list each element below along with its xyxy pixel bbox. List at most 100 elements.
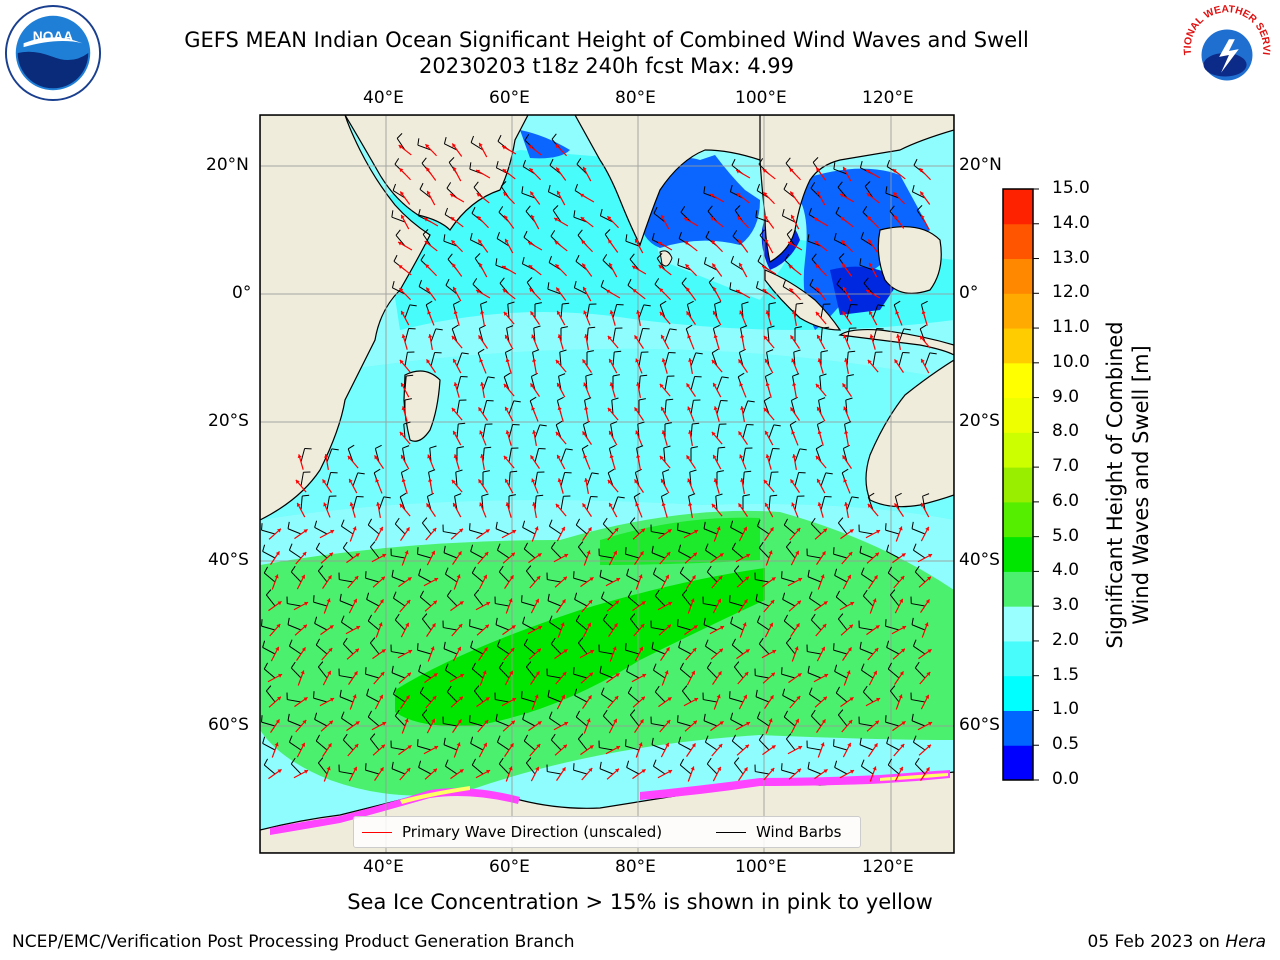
wave-direction-arrowhead — [379, 526, 384, 531]
wind-barb — [352, 496, 358, 511]
wave-direction-arrowhead — [503, 455, 508, 460]
wind-barb — [872, 328, 878, 343]
wind-barb-flag — [547, 282, 550, 290]
wind-barb-flag — [786, 229, 793, 235]
wave-direction-arrowhead — [717, 671, 722, 676]
wind-barb-flag — [573, 210, 576, 218]
wind-barb-flag — [741, 301, 749, 305]
wind-barb-flag — [695, 352, 703, 355]
wind-barb-flag — [705, 230, 710, 238]
wave-direction-arrowhead — [712, 310, 717, 315]
wave-direction-arrowhead — [511, 552, 515, 557]
wind-barb-flag — [367, 614, 373, 622]
wave-direction-arrowhead — [843, 334, 848, 339]
wave-direction-arrowhead — [925, 599, 930, 604]
wave-direction-arrowhead — [866, 169, 871, 174]
wave-direction-arrowhead — [686, 287, 691, 292]
wind-barb — [443, 552, 458, 559]
wind-barb-flag — [734, 205, 741, 211]
wave-direction-arrowhead — [376, 502, 381, 506]
wave-direction-arrowhead — [277, 696, 281, 701]
wave-direction-arrowhead — [848, 551, 853, 556]
wind-barb — [662, 472, 666, 487]
wave-direction-arrowhead — [927, 744, 931, 749]
wave-direction-arrowhead — [691, 670, 696, 675]
wind-barb-flag — [340, 519, 345, 527]
wave-direction-arrowhead — [503, 383, 508, 388]
wind-barb-flag — [919, 324, 927, 330]
wave-direction-arrowhead — [711, 431, 716, 436]
wind-barb — [317, 666, 328, 679]
wave-direction-arrowhead — [607, 407, 612, 412]
wave-direction-arrowhead — [347, 455, 352, 460]
wind-barb-flag — [714, 301, 722, 305]
wind-barb-flag — [523, 230, 528, 238]
wind-barb-flag — [366, 688, 370, 696]
lat-tick-left-0: 0° — [232, 283, 252, 303]
wind-barb — [313, 601, 328, 607]
wind-barb-flag — [817, 420, 824, 425]
wind-barb-flag — [782, 592, 786, 600]
wave-direction-arrowhead — [691, 575, 696, 580]
wind-barb — [586, 496, 592, 511]
wave-direction-arrowhead — [457, 646, 462, 651]
wind-barb-flag — [744, 470, 752, 473]
wind-barb — [820, 328, 823, 343]
wind-barb-flag — [756, 615, 761, 623]
wave-direction-arrowhead — [508, 766, 513, 771]
wind-barb — [497, 645, 510, 655]
wind-barb-flag — [394, 613, 400, 621]
wind-barb-flag — [656, 253, 663, 259]
wave-direction-arrowhead — [659, 288, 664, 293]
wind-barb — [810, 523, 822, 535]
wind-barb-flag — [704, 543, 709, 551]
wave-direction-arrowhead — [530, 383, 535, 388]
wind-barb-flag — [496, 231, 501, 239]
wind-barb-flag — [833, 162, 836, 170]
wind-barb-flag — [577, 637, 584, 644]
wave-direction-arrowhead — [894, 503, 899, 508]
wind-barb-flag — [885, 619, 887, 627]
wind-barb — [679, 764, 692, 775]
wind-barb — [834, 670, 848, 679]
wind-barb — [549, 525, 562, 535]
wind-barb — [392, 190, 406, 199]
wind-barb-flag — [704, 735, 709, 743]
wave-direction-arrowhead — [740, 406, 745, 410]
wave-direction-arrowhead — [661, 430, 666, 435]
wave-direction-arrowhead — [659, 383, 664, 388]
wave-direction-arrowhead — [459, 528, 463, 533]
wave-zone-bay-of-bengal — [640, 155, 760, 248]
wave-direction-arrowhead — [583, 382, 588, 387]
wind-barb — [290, 667, 302, 679]
colorbar-tick-label: 7.0 — [1052, 456, 1080, 477]
wave-direction-arrowhead — [694, 529, 699, 534]
wind-barb-flag — [365, 763, 367, 771]
wind-barb-flag — [425, 300, 433, 306]
wind-barb — [629, 618, 640, 631]
wave-direction-arrowhead — [873, 670, 878, 675]
wave-direction-arrowhead — [899, 598, 904, 603]
wind-barb-flag — [781, 763, 783, 771]
wave-direction-arrowhead — [616, 577, 621, 582]
wind-barb — [287, 624, 302, 631]
wind-barb — [861, 765, 874, 775]
wind-barb-flag — [835, 686, 841, 694]
wind-barb — [730, 526, 744, 535]
wave-direction-arrowhead — [512, 529, 517, 534]
wave-direction-arrowhead — [530, 311, 535, 316]
wind-barb — [859, 648, 874, 655]
wind-barb-flag — [417, 208, 421, 216]
wind-barb-flag — [758, 733, 764, 741]
wave-direction-arrowhead — [765, 310, 770, 315]
wave-direction-arrowhead — [303, 624, 307, 629]
wind-barb — [794, 496, 798, 511]
wind-barb — [807, 576, 822, 583]
wind-barb — [339, 696, 354, 703]
wind-barb — [834, 574, 848, 583]
wind-barb-flag — [548, 615, 553, 623]
wind-barb — [818, 400, 822, 415]
wind-barb-flag — [837, 709, 844, 716]
wave-direction-arrowhead — [480, 382, 485, 386]
wind-barb-flag — [261, 715, 263, 723]
